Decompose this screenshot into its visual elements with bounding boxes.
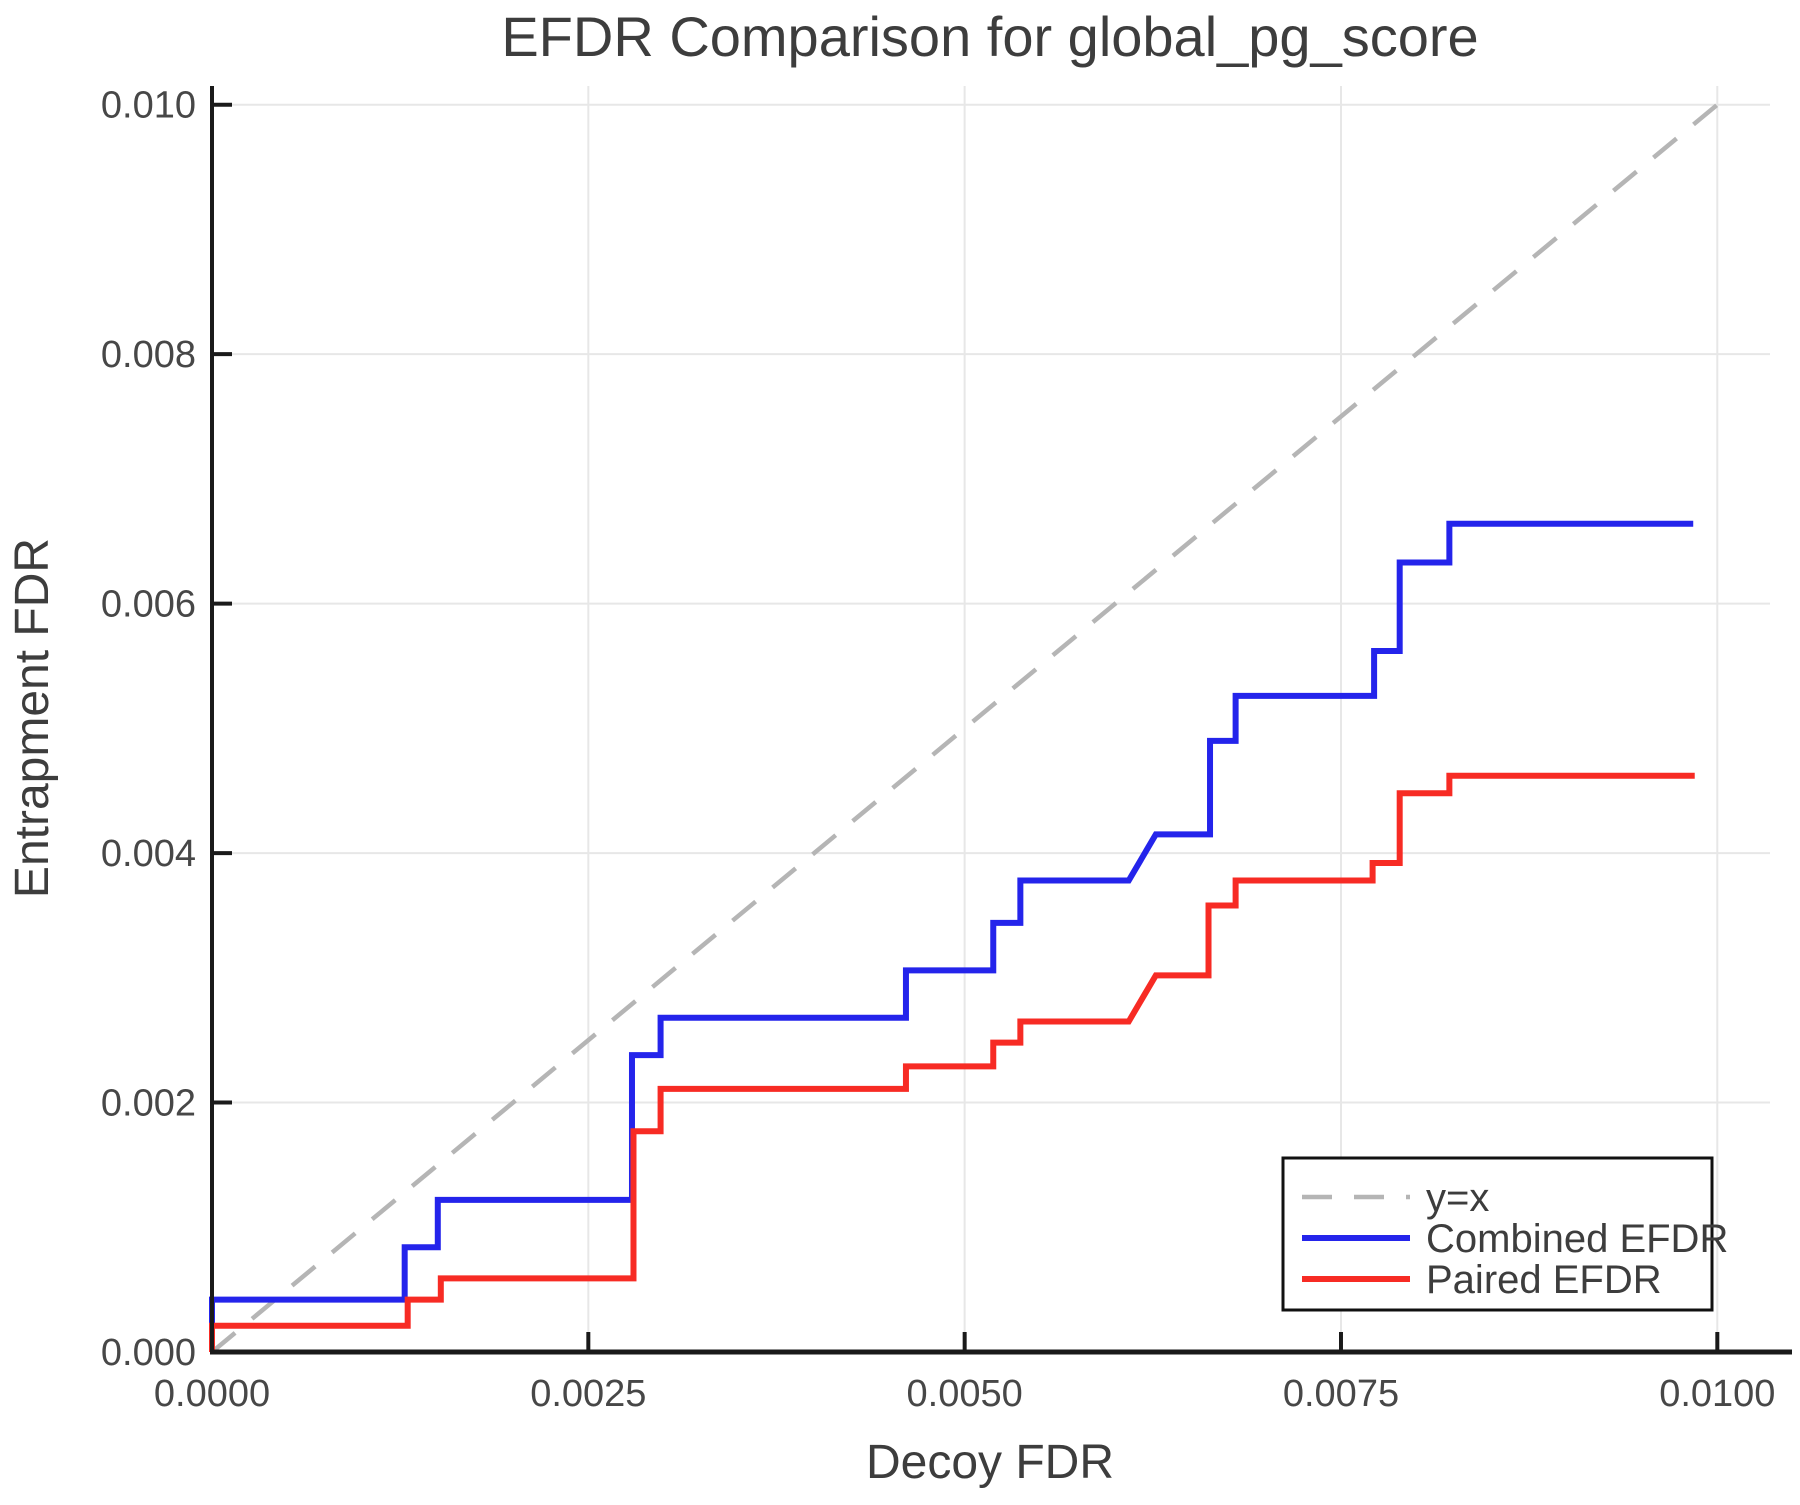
- axis-ticks: [210, 102, 1720, 1354]
- y-tick-label: 0.006: [101, 584, 196, 626]
- x-tick-label: 0.0050: [907, 1373, 1023, 1415]
- y-tick-label: 0.008: [101, 334, 196, 376]
- combined-efdr-line: [209, 520, 1694, 1352]
- chart-title: EFDR Comparison for global_pg_score: [501, 5, 1478, 68]
- x-tick-label: 0.0000: [154, 1373, 270, 1415]
- y-equals-x-dashed-line: [210, 102, 1719, 1354]
- y-tick-label: 0.002: [101, 1083, 196, 1125]
- x-tick-label: 0.0100: [1659, 1373, 1775, 1415]
- legend: y=x Combined EFDR Paired EFDR: [1281, 1156, 1728, 1312]
- legend-label-paired-efdr: Paired EFDR: [1426, 1258, 1662, 1302]
- x-tick-label: 0.0075: [1283, 1373, 1399, 1415]
- x-tick-label: 0.0025: [530, 1373, 646, 1415]
- y-tick-label: 0.000: [101, 1332, 196, 1374]
- axis-spines: [210, 86, 1792, 1355]
- y-tick-label: 0.004: [101, 833, 196, 875]
- legend-label-combined-efdr: Combined EFDR: [1426, 1217, 1728, 1261]
- y-equals-x-line: [210, 102, 1719, 1354]
- y-axis-label: Entrapment FDR: [6, 538, 59, 898]
- gridlines: [211, 86, 1770, 1353]
- x-tick-labels: 0.0000 0.0025 0.0050 0.0075 0.0100: [154, 1373, 1776, 1415]
- paired-efdr-line: [209, 772, 1695, 1352]
- x-axis-label: Decoy FDR: [866, 1436, 1114, 1489]
- y-tick-label: 0.010: [101, 85, 196, 127]
- legend-label-y-equals-x: y=x: [1426, 1176, 1489, 1220]
- y-tick-labels: 0.000 0.002 0.004 0.006 0.008 0.010: [101, 85, 196, 1374]
- data-series: [209, 520, 1695, 1352]
- legend-box: [1281, 1156, 1714, 1312]
